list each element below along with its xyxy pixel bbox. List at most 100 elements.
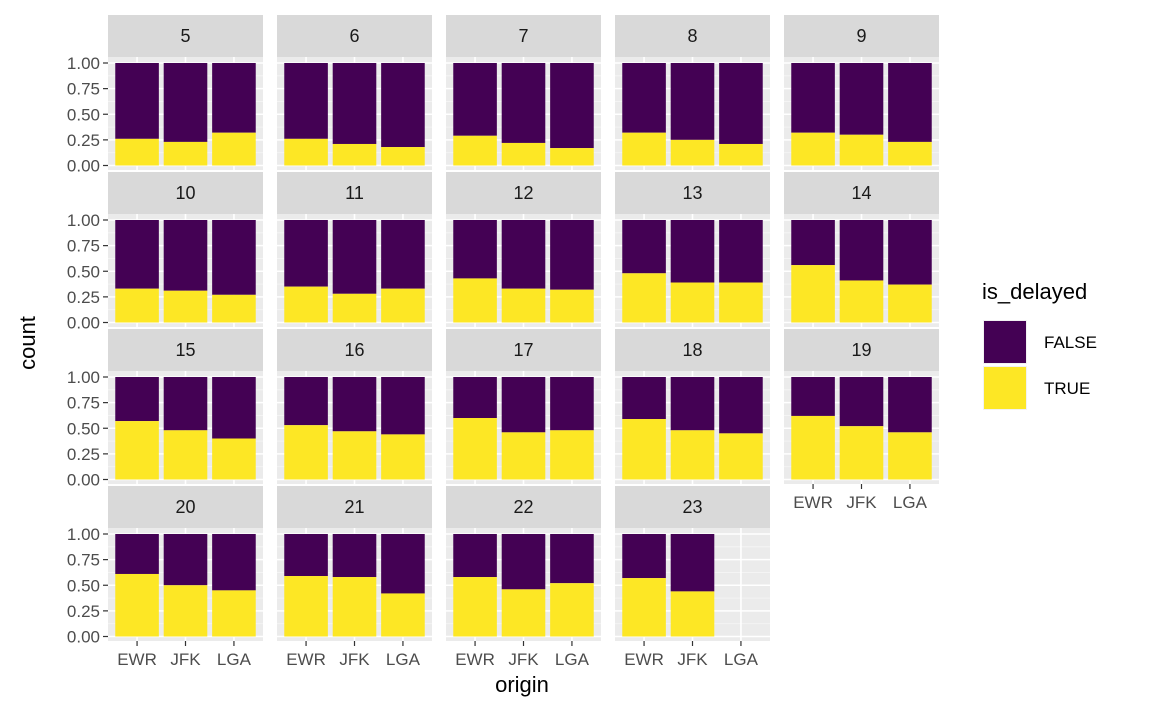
y-tick-label: 1.00 [67,54,100,73]
facet-strip [108,15,263,57]
bar-true [332,293,377,323]
facet-strip [277,329,432,371]
facet-panel: 13 [615,172,770,327]
bar-true [839,134,884,166]
x-tick-label: LGA [893,493,928,512]
bar-true [163,290,208,323]
y-tick-label: 1.00 [67,525,100,544]
bar-true [719,282,763,323]
bar-false [550,534,594,584]
facet-panel: 20 0.00 0.25 0.50 0.75 1.00 EWR JFK LGA [67,486,263,669]
bar-true [719,143,763,166]
bar-false [670,377,715,431]
bar-false [163,534,208,586]
bar-false [622,377,666,420]
facet-panel: 18 [615,329,770,484]
x-tick-label: JFK [846,493,877,512]
bar-true [163,141,208,166]
facet-panel: 14 [784,172,939,327]
bar-false [501,220,546,289]
facet-panel: 10 0.00 0.25 0.50 0.75 1.00 [67,172,263,333]
bar-false [381,377,425,435]
facet-panel: 6 [277,15,432,170]
bar-false [888,377,932,433]
y-tick-label: 0.00 [67,628,100,647]
facet-label: 7 [518,26,528,46]
y-axis-title: count [15,316,40,370]
facet-panel: 7 [446,15,601,170]
facet-strip [446,172,601,214]
facet-panel: 9 [784,15,939,170]
facet-label: 20 [175,497,195,517]
bar-false [381,220,425,289]
bar-true [791,132,835,166]
bar-false [791,220,835,266]
facet-panel: 23 EWR JFK LGA [615,486,770,669]
bar-false [332,534,377,578]
bar-true [501,432,546,480]
facet-label: 10 [175,183,195,203]
y-tick-label: 0.25 [67,288,100,307]
bar-true [453,418,497,480]
bar-true [115,573,159,637]
bar-true [670,282,715,323]
facet-strip [784,15,939,57]
legend-label: FALSE [1044,333,1097,352]
bar-true [670,591,715,637]
bar-true [622,132,666,166]
x-tick-label: LGA [217,650,252,669]
y-tick-label: 1.00 [67,368,100,387]
y-tick-label: 0.00 [67,157,100,176]
facet-label: 23 [682,497,702,517]
bar-true [501,142,546,166]
facet-panel: 16 [277,329,432,484]
legend: is_delayed FALSE TRUE [982,279,1097,410]
bar-false [115,220,159,289]
facet-strip [446,15,601,57]
bar-true [839,426,884,480]
bar-true [453,577,497,637]
bar-false [115,63,159,139]
facet-label: 8 [687,26,697,46]
x-tick-label: EWR [793,493,833,512]
x-tick-label: JFK [508,650,539,669]
bar-false [381,534,425,594]
facet-label: 16 [344,340,364,360]
bar-false [550,63,594,149]
y-tick-label: 0.50 [67,105,100,124]
bar-true [381,288,425,323]
bar-true [115,138,159,166]
bar-true [115,421,159,480]
x-tick-label: JFK [677,650,708,669]
facet-label: 5 [180,26,190,46]
facet-strip [615,329,770,371]
bar-true [212,132,256,166]
bar-true [888,141,932,166]
legend-key [984,321,1026,363]
bar-true [550,148,594,166]
facet-strip [277,172,432,214]
y-tick-label: 0.75 [67,80,100,99]
bar-false [453,63,497,136]
bar-true [332,431,377,480]
legend-entry: TRUE [983,366,1090,410]
facet-label: 9 [856,26,866,46]
bar-false [453,220,497,279]
facet-label: 11 [345,183,364,203]
facet-strip [446,329,601,371]
facet-label: 14 [851,183,871,203]
facet-panels: 5 0.00 0.25 0.50 0.75 1.00 6 7 8 9 10 0.00 0.25 0.50 0… [67,15,939,669]
facet-panel: 11 [277,172,432,327]
bar-false [622,63,666,133]
facet-panel: 17 [446,329,601,484]
facet-panel: 21 EWR JFK LGA [277,486,432,669]
bar-true [622,273,666,323]
bar-false [212,534,256,591]
facet-panel: 19 EWR JFK LGA [784,329,939,512]
bar-false [332,220,377,294]
legend-title: is_delayed [982,279,1087,304]
x-tick-label: LGA [555,650,590,669]
facet-strip [277,486,432,528]
bar-false [381,63,425,148]
bar-true [212,590,256,637]
